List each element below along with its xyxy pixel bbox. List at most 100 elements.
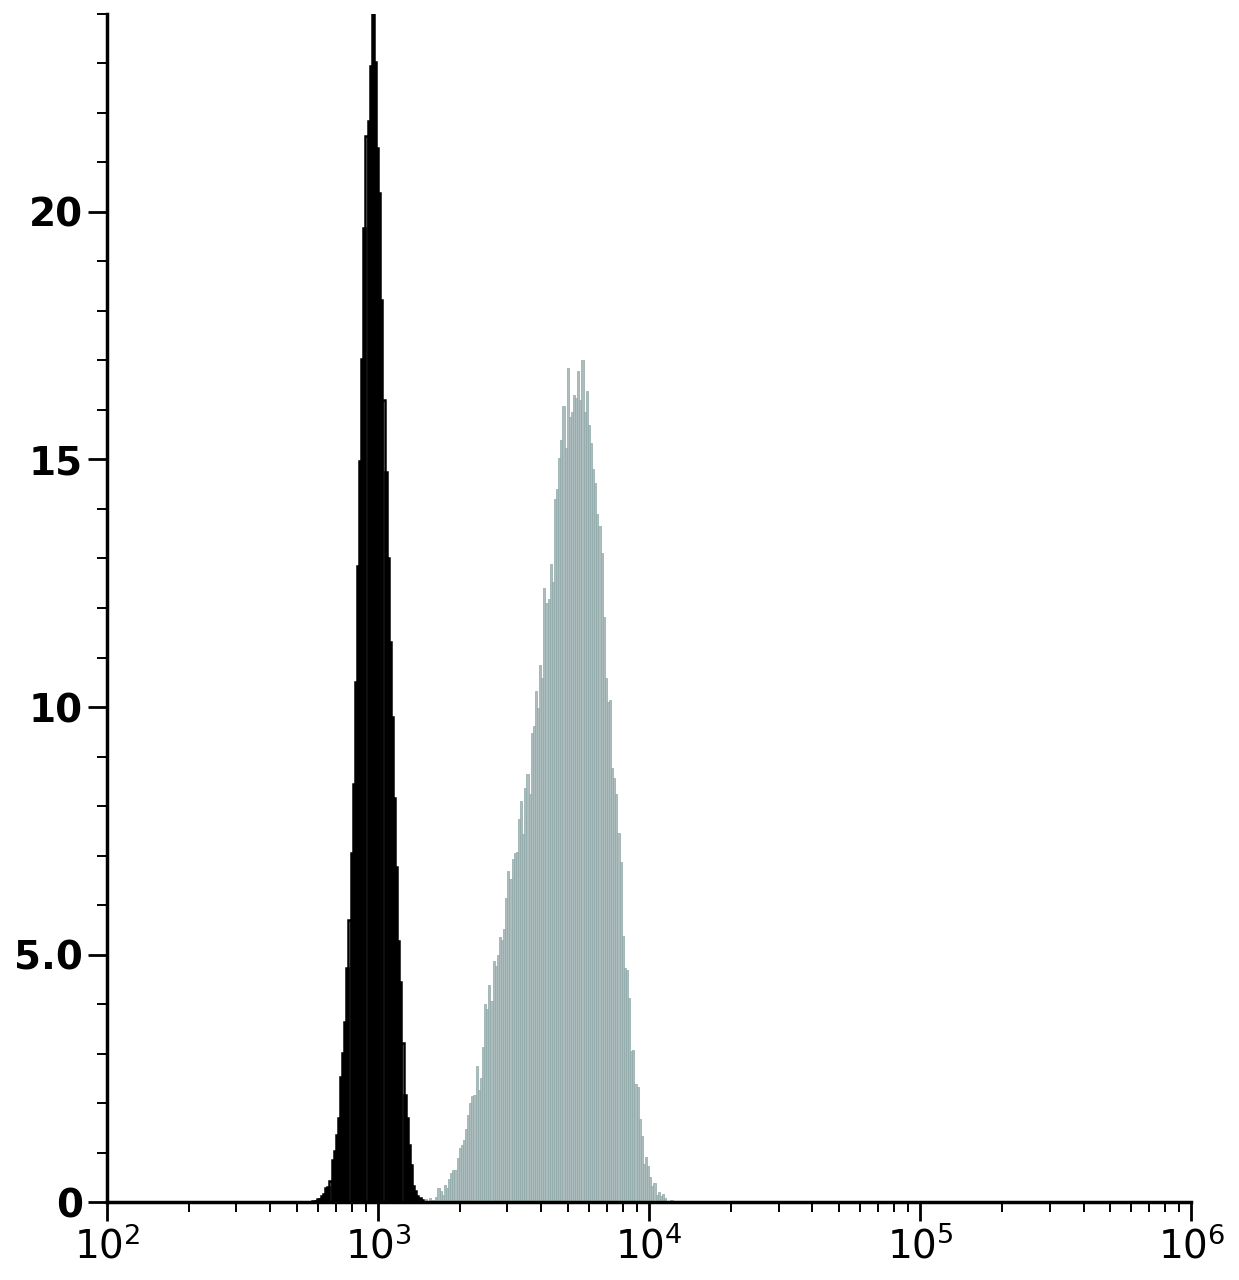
Bar (410, 1166, 413, 1202)
Bar (323, 1194, 325, 1202)
Bar (336, 1135, 338, 1202)
Bar (375, 147, 378, 1202)
Bar (581, 361, 584, 1202)
Bar (664, 1198, 667, 1202)
Bar (482, 1047, 484, 1202)
Bar (565, 448, 566, 1202)
Bar (419, 1198, 420, 1202)
Bar (554, 499, 556, 1202)
Bar (327, 1188, 330, 1202)
Bar (558, 458, 560, 1202)
Bar (401, 1043, 404, 1202)
Bar (478, 1089, 479, 1202)
Bar (611, 768, 613, 1202)
Bar (501, 941, 503, 1202)
Bar (486, 1009, 488, 1202)
Bar (515, 852, 518, 1202)
Bar (533, 726, 535, 1202)
Bar (499, 937, 501, 1202)
Bar (658, 1192, 660, 1202)
Bar (450, 1172, 452, 1202)
Bar (575, 398, 577, 1202)
Bar (405, 1117, 408, 1202)
Bar (646, 1157, 647, 1202)
Bar (637, 1087, 638, 1202)
Bar (465, 1129, 467, 1202)
Bar (563, 406, 565, 1202)
Bar (437, 1188, 440, 1202)
Bar (541, 678, 544, 1202)
Bar (551, 581, 554, 1202)
Bar (616, 795, 617, 1202)
Bar (617, 833, 620, 1202)
Bar (366, 136, 368, 1202)
Bar (544, 588, 545, 1202)
Bar (643, 1164, 646, 1202)
Bar (372, 14, 374, 1202)
Bar (471, 1096, 473, 1202)
Bar (353, 785, 354, 1202)
Bar (602, 617, 605, 1202)
Bar (425, 1199, 427, 1202)
Bar (590, 443, 592, 1202)
Bar (587, 425, 590, 1202)
Bar (416, 1201, 419, 1202)
Bar (548, 599, 550, 1202)
Bar (395, 867, 398, 1202)
Bar (441, 1196, 444, 1202)
Bar (318, 1199, 321, 1202)
Bar (484, 1005, 486, 1202)
Bar (514, 854, 515, 1202)
Bar (332, 1160, 333, 1202)
Bar (389, 641, 390, 1202)
Bar (413, 1185, 414, 1202)
Bar (461, 1144, 463, 1202)
Bar (470, 1103, 471, 1202)
Bar (586, 390, 587, 1202)
Bar (363, 228, 366, 1202)
Bar (572, 396, 575, 1202)
Bar (476, 1066, 478, 1202)
Bar (357, 566, 359, 1202)
Bar (503, 929, 506, 1202)
Bar (348, 920, 351, 1202)
Bar (449, 1179, 450, 1202)
Bar (429, 1198, 431, 1202)
Bar (506, 897, 507, 1202)
Bar (384, 472, 387, 1202)
Bar (452, 1170, 455, 1202)
Bar (321, 1197, 323, 1202)
Bar (613, 778, 616, 1202)
Bar (662, 1194, 664, 1202)
Bar (638, 1119, 641, 1202)
Bar (455, 1170, 456, 1202)
Bar (529, 795, 530, 1202)
Bar (420, 1199, 422, 1202)
Bar (632, 1051, 634, 1202)
Bar (566, 369, 569, 1202)
Bar (383, 401, 384, 1202)
Bar (580, 401, 581, 1202)
Bar (628, 998, 631, 1202)
Bar (416, 1196, 419, 1202)
Bar (434, 1199, 435, 1202)
Bar (399, 982, 401, 1202)
Bar (408, 1144, 410, 1202)
Bar (362, 358, 363, 1202)
Bar (670, 1199, 673, 1202)
Bar (512, 859, 514, 1202)
Bar (420, 1199, 422, 1202)
Bar (620, 863, 622, 1202)
Bar (342, 1053, 344, 1202)
Bar (527, 774, 529, 1202)
Bar (317, 1199, 318, 1202)
Bar (536, 708, 539, 1202)
Bar (524, 787, 527, 1202)
Bar (330, 1181, 332, 1202)
Bar (626, 970, 628, 1202)
Bar (592, 470, 595, 1202)
Bar (509, 879, 512, 1202)
Bar (393, 797, 395, 1202)
Bar (374, 63, 375, 1202)
Bar (444, 1185, 446, 1202)
